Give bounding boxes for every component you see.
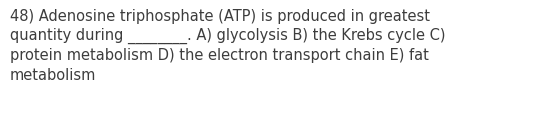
Text: 48) Adenosine triphosphate (ATP) is produced in greatest
quantity during _______: 48) Adenosine triphosphate (ATP) is prod… [10,9,445,83]
